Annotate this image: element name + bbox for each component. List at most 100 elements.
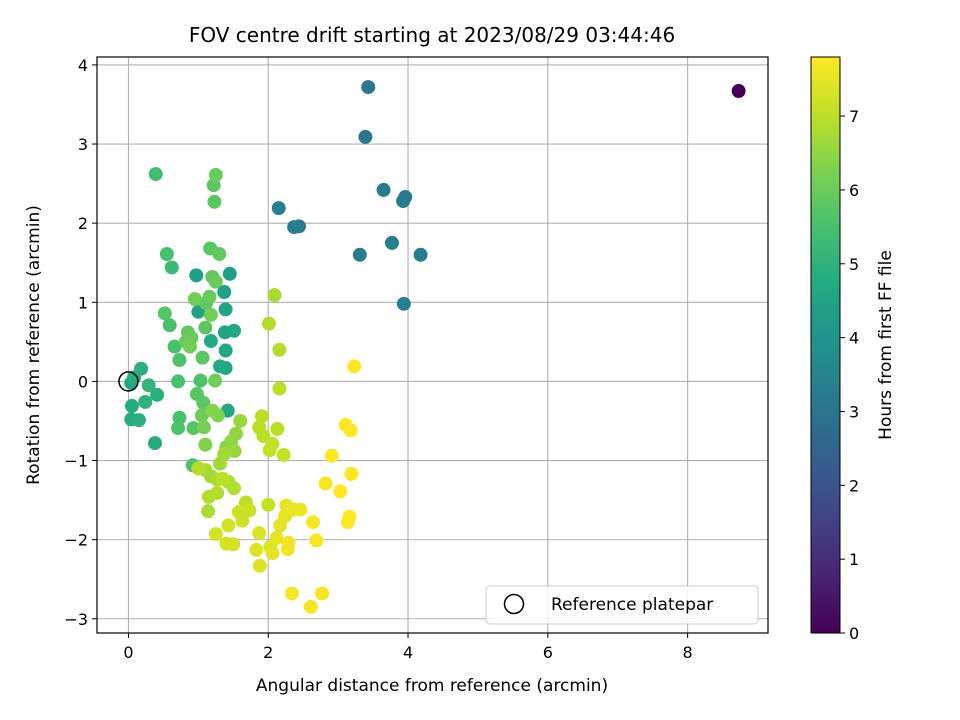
- scatter-point: [201, 504, 216, 519]
- scatter-point: [171, 421, 186, 436]
- scatter-point: [398, 190, 413, 205]
- y-tick-label: −2: [64, 531, 88, 550]
- scatter-point: [252, 526, 267, 541]
- scatter-point: [213, 359, 228, 374]
- x-axis-label: Angular distance from reference (arcmin): [256, 676, 608, 696]
- legend: Reference platepar: [485, 585, 759, 625]
- scatter-point: [270, 421, 285, 436]
- scatter-point: [148, 436, 163, 451]
- scatter-point: [261, 316, 276, 331]
- scatter-point: [218, 343, 233, 358]
- x-tick-label: 6: [543, 643, 553, 662]
- legend-entry-reference-platepar: Reference platepar: [551, 595, 713, 615]
- scatter-point: [172, 410, 187, 425]
- chart-title: FOV centre drift starting at 2023/08/29 …: [189, 23, 675, 47]
- scatter-point: [267, 288, 282, 303]
- legend-marker-reference: [503, 593, 525, 615]
- scatter-point: [203, 334, 218, 349]
- scatter-point: [272, 381, 287, 396]
- scatter-point: [208, 167, 223, 182]
- scatter-point: [203, 307, 218, 322]
- scatter-point: [196, 395, 211, 410]
- grid-lines: [97, 57, 768, 633]
- scatter-point: [376, 182, 391, 197]
- colorbar-tick-label: 6: [849, 181, 859, 200]
- scatter-point: [226, 481, 241, 496]
- scatter-point: [217, 284, 232, 299]
- scatter-point: [191, 461, 206, 476]
- scatter-point: [291, 219, 306, 234]
- scatter-point: [208, 373, 223, 388]
- colorbar-tick-label: 2: [849, 476, 859, 495]
- colorbar-tick-label: 3: [849, 402, 859, 421]
- y-tick-label: 3: [78, 135, 88, 154]
- scatter-point: [134, 361, 149, 376]
- scatter-point: [265, 546, 280, 561]
- scatter-point: [731, 84, 746, 99]
- scatter-point: [215, 471, 230, 486]
- scatter-point: [182, 339, 197, 354]
- colorbar-ticks: 0 1 2 3 4 5 6 7: [840, 107, 859, 643]
- colorbar-tick-label: 4: [849, 329, 859, 348]
- scatter-point: [280, 542, 295, 557]
- scatter-point: [262, 443, 277, 458]
- scatter-point: [344, 466, 359, 481]
- scatter-point: [212, 247, 227, 262]
- colorbar-tick-label: 7: [849, 107, 859, 126]
- scatter-point: [222, 266, 237, 281]
- scatter-point: [249, 542, 264, 557]
- scatter-point: [333, 484, 348, 499]
- scatter-point: [194, 408, 209, 423]
- colorbar-tick-label: 5: [849, 255, 859, 274]
- x-tick-label: 4: [403, 643, 413, 662]
- scatter-point: [157, 306, 172, 321]
- data-points: [118, 80, 746, 614]
- scatter-point: [303, 599, 318, 614]
- scatter-point: [138, 394, 153, 409]
- scatter-point: [221, 518, 236, 533]
- scatter-point: [198, 437, 213, 452]
- x-tick-label: 2: [263, 643, 273, 662]
- scatter-point: [285, 586, 300, 601]
- scatter-point: [324, 448, 339, 463]
- scatter-point: [271, 201, 286, 216]
- scatter-point: [193, 373, 208, 388]
- scatter-point: [186, 421, 201, 436]
- scatter-point: [141, 378, 156, 393]
- scatter-point: [196, 420, 211, 435]
- scatter-point: [159, 247, 174, 262]
- scatter-point: [269, 531, 284, 546]
- legend-box: [485, 585, 759, 625]
- scatter-point: [148, 167, 163, 182]
- scatter-point: [256, 428, 271, 443]
- x-axis-ticks: 0 2 4 6 8: [123, 633, 693, 662]
- scatter-point: [261, 497, 276, 512]
- scatter-point: [347, 359, 362, 374]
- scatter-point: [384, 235, 399, 250]
- colorbar-label: Hours from first FF file: [876, 250, 896, 440]
- y-axis-ticks: −3 −2 −1 0 1 2 3 4: [64, 56, 97, 629]
- scatter-point: [242, 503, 257, 518]
- scatter-point: [187, 292, 202, 307]
- scatter-point: [361, 80, 376, 95]
- scatter-point: [272, 342, 287, 357]
- scatter-point: [358, 129, 373, 144]
- plot-frame: [96, 56, 769, 634]
- scatter-point: [226, 537, 241, 552]
- reference-platepar-marker: [118, 371, 139, 392]
- scatter-point: [150, 387, 165, 402]
- y-tick-label: −1: [64, 452, 88, 471]
- scatter-point: [309, 533, 324, 548]
- colorbar-tick-label: 1: [849, 550, 859, 569]
- scatter-point: [198, 320, 213, 335]
- colorbar: 0 1 2 3 4 5 6 7 Hours from first FF file: [810, 56, 896, 643]
- scatter-point: [167, 339, 182, 354]
- scatter-point: [315, 586, 330, 601]
- scatter-point: [162, 318, 177, 333]
- scatter-point: [131, 413, 146, 428]
- colorbar-gradient: [810, 56, 841, 634]
- scatter-point: [171, 374, 186, 389]
- scatter-point: [202, 289, 217, 304]
- scatter-point: [305, 515, 320, 530]
